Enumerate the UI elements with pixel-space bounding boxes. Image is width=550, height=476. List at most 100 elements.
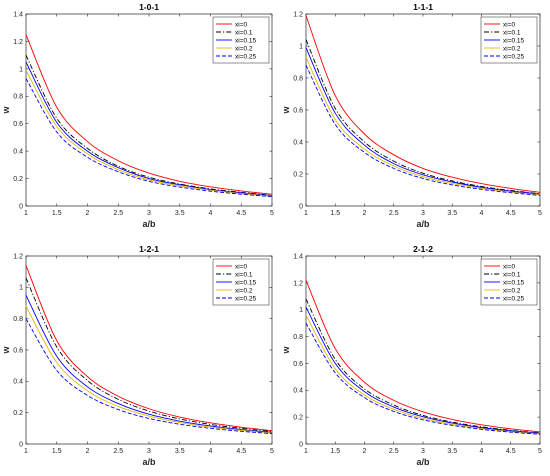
y-tick-label: 1 (19, 285, 23, 292)
y-tick-label: 0.4 (293, 388, 303, 395)
y-tick-label: 0.2 (13, 410, 23, 417)
y-tick-label: 0.8 (13, 316, 23, 323)
x-tick-label: 3 (421, 210, 425, 217)
y-tick-label: 1 (299, 307, 303, 314)
legend-entry: xi=0 (235, 21, 247, 28)
legend-entry: xi=0.25 (235, 53, 257, 60)
y-tick-label: 0.6 (293, 361, 303, 368)
legend-entry: xi=0.2 (503, 45, 521, 52)
series-line-4 (25, 305, 273, 434)
legend-entry: xi=0.15 (503, 37, 525, 44)
legend-entry: xi=0 (503, 21, 515, 28)
y-tick-label: 1.4 (13, 11, 23, 18)
x-tick-label: 1.5 (52, 448, 62, 455)
y-axis-label: w (281, 106, 291, 115)
series-line-4 (305, 314, 541, 435)
legend-entry: xi=0 (503, 263, 515, 270)
chart-panel-2: 1-1-1 1 1.5 2 2.5 3 3.5 4 4.5 5 0 0.2 0.4 0.6 0.8 1 1.2 a… (281, 2, 542, 229)
x-tick-label: 3.5 (175, 448, 185, 455)
y-tick-label: 0 (299, 441, 303, 448)
legend-entry: xi=0.1 (235, 29, 253, 36)
x-tick-label: 4 (480, 210, 484, 217)
series-line-3 (305, 306, 541, 434)
y-tick-label: 1 (299, 43, 303, 50)
x-tick-label: 2 (86, 448, 90, 455)
chart-panel-4: 2-1-2 1 1.5 2 2.5 3 3.5 4 4.5 5 0 0.2 0.4 0.6 0.8 1 1.2 1… (281, 244, 542, 467)
x-tick-label: 2 (86, 210, 90, 217)
legend-entry: xi=0.15 (503, 279, 525, 286)
x-tick-label: 1 (24, 210, 28, 217)
series-line-1 (305, 279, 541, 433)
x-tick-label: 3 (421, 448, 425, 455)
y-tick-label: 0.8 (293, 75, 303, 82)
x-tick-label: 2.5 (389, 448, 399, 455)
legend-box (480, 258, 538, 306)
x-tick-label: 4 (209, 210, 213, 217)
panel-title: 2-1-2 (413, 244, 433, 254)
x-tick-label: 3 (147, 210, 151, 217)
chart-panel-1: 1-0-1 1 1.5 2 2.5 3 3.5 4 4.5 5 0 0.2 0.4 0.6 0.8 1 1.2 1… (1, 2, 274, 229)
y-tick-label: 0.6 (13, 121, 23, 128)
x-tick-label: 2.5 (389, 210, 399, 217)
x-tick-label: 2 (363, 210, 367, 217)
y-tick-label: 1.4 (293, 253, 303, 260)
x-tick-label: 5 (538, 210, 542, 217)
y-tick-label: 0 (299, 203, 303, 210)
x-tick-label: 3 (147, 448, 151, 455)
x-axis-label: a/b (416, 219, 430, 229)
y-tick-label: 0.4 (13, 149, 23, 156)
y-tick-label: 1.2 (293, 280, 303, 287)
series-line-4 (305, 57, 541, 196)
legend-entry: xi=0.2 (235, 287, 253, 294)
series-line-4 (25, 70, 273, 197)
series-line-1 (305, 15, 541, 193)
x-axis-label: a/b (142, 219, 156, 229)
y-tick-label: 0.2 (13, 176, 23, 183)
x-tick-label: 3.5 (447, 448, 457, 455)
series-line-1 (25, 34, 273, 195)
x-tick-label: 4 (480, 448, 484, 455)
y-tick-label: 0 (19, 441, 23, 448)
y-tick-label: 0.4 (13, 379, 23, 386)
legend-entry: xi=0.25 (235, 295, 257, 302)
x-tick-label: 4.5 (236, 210, 246, 217)
series-line-2 (25, 277, 273, 432)
x-tick-label: 4.5 (236, 448, 246, 455)
series-line-2 (25, 54, 273, 196)
series-line-5 (305, 322, 541, 435)
legend-entry: xi=0.1 (503, 271, 521, 278)
series-line-5 (305, 65, 541, 196)
x-tick-label: 5 (538, 448, 542, 455)
y-tick-label: 0.2 (293, 171, 303, 178)
series-line-2 (305, 39, 541, 195)
series-line-2 (305, 298, 541, 434)
x-tick-label: 2 (363, 448, 367, 455)
series-line-3 (305, 47, 541, 195)
legend-entry: xi=0.25 (503, 295, 525, 302)
x-tick-label: 1.5 (52, 210, 62, 217)
legend-entry: xi=0.2 (503, 287, 521, 294)
y-tick-label: 1.2 (293, 11, 303, 18)
series-line-1 (25, 265, 273, 432)
series-line-3 (25, 294, 273, 433)
x-tick-label: 3.5 (447, 210, 457, 217)
chart-panel-3: 1-2-1 1 1.5 2 2.5 3 3.5 4 4.5 5 0 0.2 0.4 0.6 0.8 1 1.2 a… (1, 244, 274, 467)
y-axis-label: w (1, 106, 11, 115)
x-tick-label: 1.5 (330, 210, 340, 217)
y-tick-label: 0.6 (13, 347, 23, 354)
y-tick-label: 0.2 (293, 415, 303, 422)
y-tick-label: 0.6 (293, 107, 303, 114)
x-tick-label: 1 (304, 448, 308, 455)
x-tick-label: 4 (209, 448, 213, 455)
legend-box (212, 258, 270, 306)
legend-entry: xi=0.15 (235, 37, 257, 44)
x-axis-label: a/b (416, 457, 430, 467)
x-tick-label: 5 (270, 448, 274, 455)
x-tick-label: 2.5 (113, 210, 123, 217)
series-line-5 (25, 78, 273, 198)
x-tick-label: 4.5 (506, 448, 516, 455)
x-tick-label: 1 (24, 448, 28, 455)
y-tick-label: 0 (19, 203, 23, 210)
panel-title: 1-2-1 (139, 244, 159, 254)
